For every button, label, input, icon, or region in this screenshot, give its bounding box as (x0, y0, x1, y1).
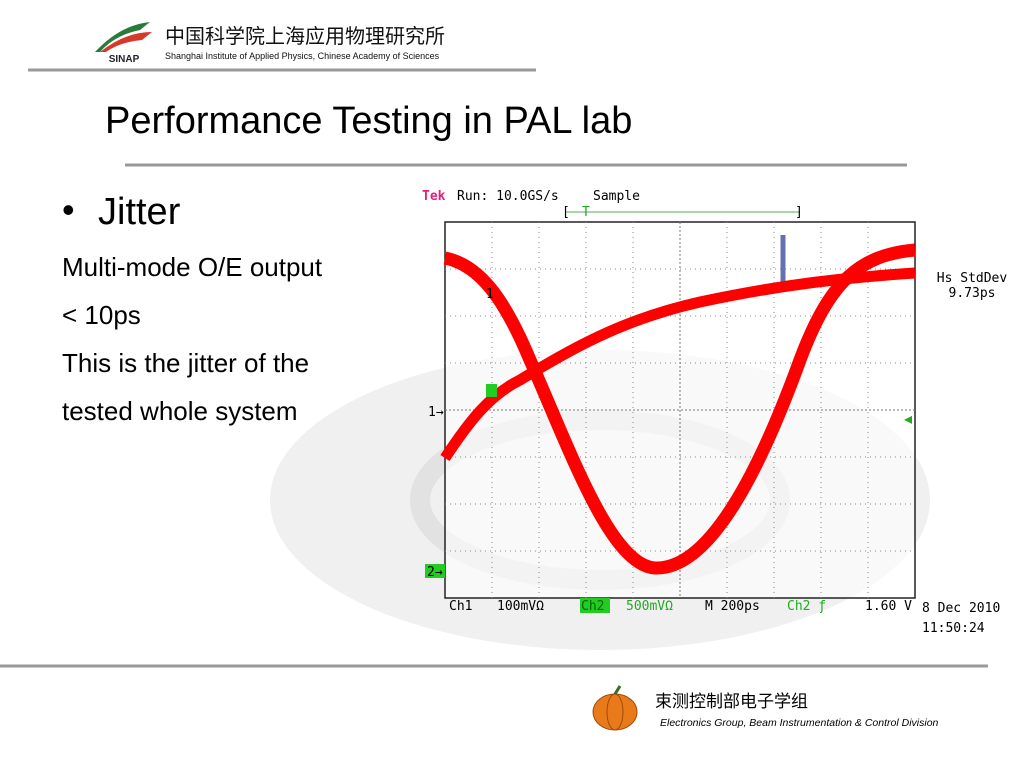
scope-time: 11:50:24 (922, 621, 985, 636)
eye-trace (443, 243, 916, 575)
group-en: Electronics Group, Beam Instrumentation … (660, 717, 939, 729)
body-line: tested whole system (62, 396, 298, 426)
ch2-box (425, 564, 445, 578)
group-cn: 束测控制部电子学组 (655, 692, 808, 712)
ch1-scale: 100mVΩ (497, 599, 544, 614)
ch2-label-box (580, 598, 610, 613)
ref-marker: 1 (486, 287, 494, 302)
timebase: M 200ps (705, 599, 760, 614)
trigger-level: 1.60 V (865, 599, 912, 614)
pumpkin-stem (613, 685, 622, 695)
scope-date: 8 Dec 2010 (922, 601, 1000, 616)
body-line: Multi-mode O/E output (62, 252, 323, 282)
trigger-arrow: ◂ (904, 411, 912, 428)
measurement-value: 9.73ps (949, 286, 996, 301)
eye-trace (440, 267, 916, 462)
trigger-marker: T (582, 205, 590, 220)
scope-brand: Tek (422, 189, 446, 204)
body-line: < 10ps (62, 300, 141, 330)
bullet: • (62, 189, 75, 230)
logo-text: SINAP (109, 54, 140, 65)
ch1-marker: 1→ (428, 405, 444, 420)
ch1-label: Ch1 (449, 599, 472, 614)
body-line: This is the jitter of the (62, 348, 309, 378)
ch2-marker: 2→ (427, 565, 443, 580)
record-bracket: ] (795, 205, 803, 220)
ref-box (486, 384, 497, 397)
logo-mark (100, 32, 152, 52)
measurement-name: Hs StdDev (937, 271, 1008, 286)
scope-status: Run: 10.0GS/s (457, 189, 559, 204)
institute-cn: 中国科学院上海应用物理研究所 (165, 24, 445, 48)
pumpkin-logo (592, 693, 638, 731)
scope-mode: Sample (593, 189, 640, 204)
ch2-label: Ch2 (581, 599, 604, 614)
institute-en: Shanghai Institute of Applied Physics, C… (165, 51, 440, 61)
trigger-source: Ch2 ƒ (787, 599, 826, 614)
bullet-text: Jitter (98, 191, 181, 233)
record-bracket: [ (562, 205, 570, 220)
slide-title: Performance Testing in PAL lab (105, 100, 632, 142)
logo-mark (95, 22, 150, 52)
ch2-scale: 500mVΩ (626, 599, 673, 614)
